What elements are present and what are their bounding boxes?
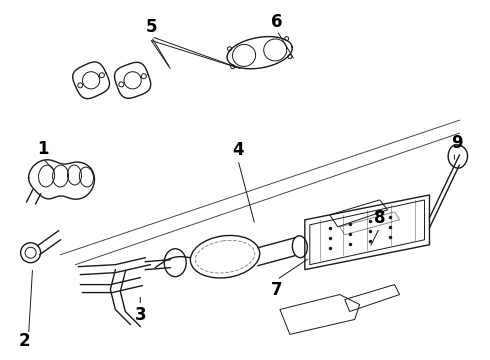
Text: 8: 8	[374, 209, 385, 227]
Text: 2: 2	[19, 332, 30, 350]
Text: 5: 5	[146, 18, 157, 36]
Text: 6: 6	[271, 13, 283, 31]
Text: 9: 9	[452, 134, 463, 152]
Text: 3: 3	[134, 306, 146, 324]
Text: 1: 1	[37, 140, 49, 158]
Text: 7: 7	[271, 280, 283, 298]
Text: 4: 4	[232, 141, 244, 159]
